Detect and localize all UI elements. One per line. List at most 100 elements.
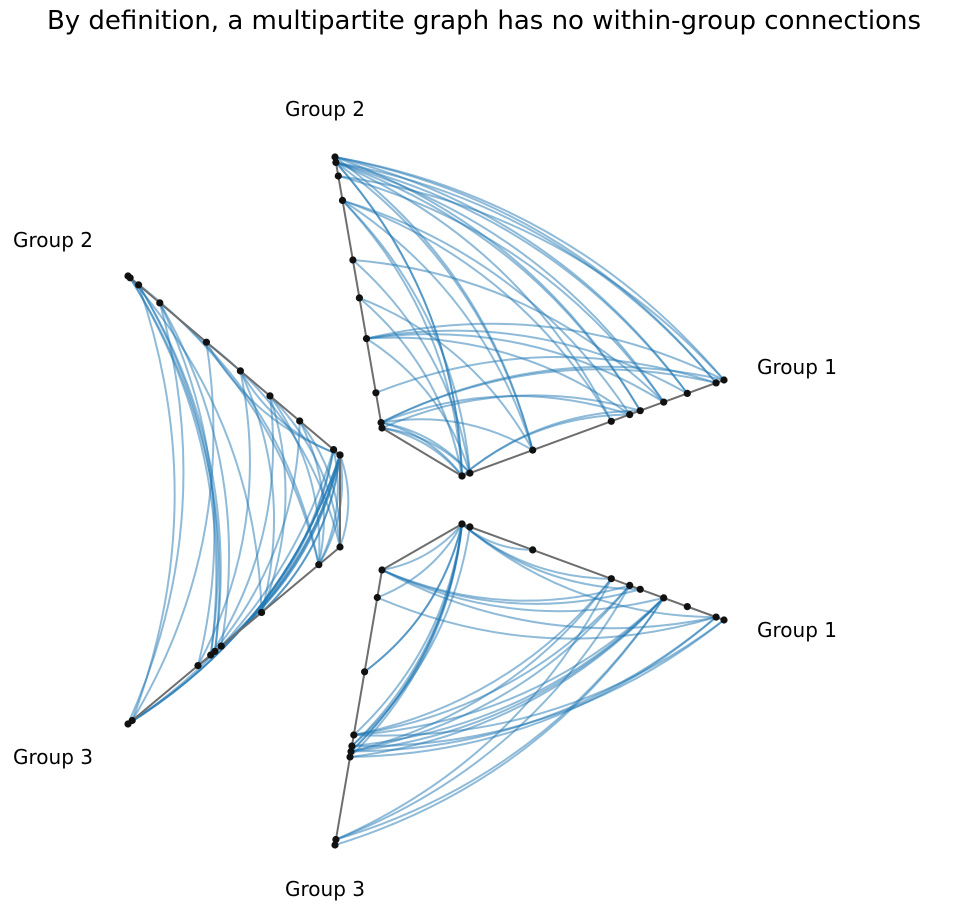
node (346, 753, 354, 761)
group-1-label: Group 1 (757, 618, 837, 642)
nodes (124, 272, 344, 728)
edge (461, 523, 717, 619)
node (660, 594, 668, 602)
edge (380, 365, 725, 424)
edge (341, 199, 463, 477)
node (194, 662, 202, 670)
edge (352, 259, 471, 474)
edge (381, 523, 463, 571)
node (338, 196, 347, 204)
edge (381, 569, 664, 613)
edge (366, 329, 688, 395)
node (128, 716, 136, 725)
node (636, 585, 644, 593)
edges (334, 523, 725, 846)
edges (334, 156, 725, 477)
edge (381, 427, 463, 477)
hive-panel-top-right: Group 1 Group 2 (285, 97, 837, 480)
edge (127, 454, 341, 725)
node (336, 451, 344, 459)
edge (350, 523, 463, 753)
node (712, 613, 720, 621)
group-2-label: Group 2 (285, 97, 365, 121)
node (315, 561, 323, 569)
node (377, 419, 385, 427)
node (378, 566, 386, 574)
edge (334, 156, 725, 381)
node (202, 338, 210, 346)
edge (131, 454, 341, 722)
edge (335, 161, 534, 451)
edge (341, 199, 534, 451)
hive-panel-bottom-right: Group 1 Group 3 (285, 520, 837, 901)
edge (381, 394, 641, 429)
edge (260, 454, 341, 614)
node (330, 446, 338, 454)
node (296, 417, 304, 425)
edge (335, 161, 463, 477)
edge (366, 333, 665, 403)
node (135, 281, 143, 289)
edge (461, 409, 641, 477)
node (211, 647, 219, 656)
hive-panel-left: Group 2 Group 3 (13, 228, 350, 769)
edge (376, 523, 463, 599)
node (712, 379, 720, 387)
node (626, 411, 634, 419)
edge (353, 597, 665, 736)
group-1-label: Group 1 (757, 355, 837, 379)
node (336, 543, 344, 551)
node (660, 398, 668, 406)
edge (335, 161, 665, 403)
edge (260, 395, 287, 613)
group-2-label: Group 2 (13, 228, 93, 252)
edge (334, 156, 534, 451)
edge (269, 395, 341, 548)
edge (365, 337, 471, 474)
node (350, 731, 358, 739)
edge (366, 336, 631, 416)
node (332, 835, 340, 844)
edge (335, 578, 613, 841)
edge (269, 395, 321, 565)
node (348, 742, 356, 750)
edge (353, 619, 725, 737)
node (683, 389, 691, 397)
edge (339, 454, 350, 548)
edge (197, 370, 251, 667)
edge (342, 199, 613, 422)
edge (209, 420, 301, 656)
node (373, 593, 381, 602)
axis-lines (334, 522, 725, 846)
node (529, 446, 537, 454)
node (378, 424, 386, 432)
node (361, 668, 369, 676)
edge (341, 199, 471, 474)
node (720, 376, 728, 384)
node (334, 172, 342, 180)
group-3-label: Group 3 (13, 745, 93, 769)
node (332, 158, 340, 166)
edge (364, 523, 463, 673)
axis-lines (127, 275, 341, 725)
node (607, 417, 615, 425)
edge (353, 578, 613, 736)
edge (366, 322, 725, 381)
edges (127, 277, 350, 725)
node (607, 575, 615, 583)
node (529, 546, 537, 554)
edge (127, 454, 341, 725)
edge (358, 297, 463, 477)
node (236, 367, 244, 375)
edge (335, 161, 613, 422)
node (720, 616, 728, 624)
node (156, 299, 164, 307)
axis-lines (334, 156, 725, 478)
edge (338, 175, 665, 403)
node (266, 392, 274, 400)
node (372, 389, 380, 397)
node (347, 747, 355, 756)
node (331, 153, 339, 161)
node (458, 472, 466, 480)
edge (351, 526, 471, 747)
